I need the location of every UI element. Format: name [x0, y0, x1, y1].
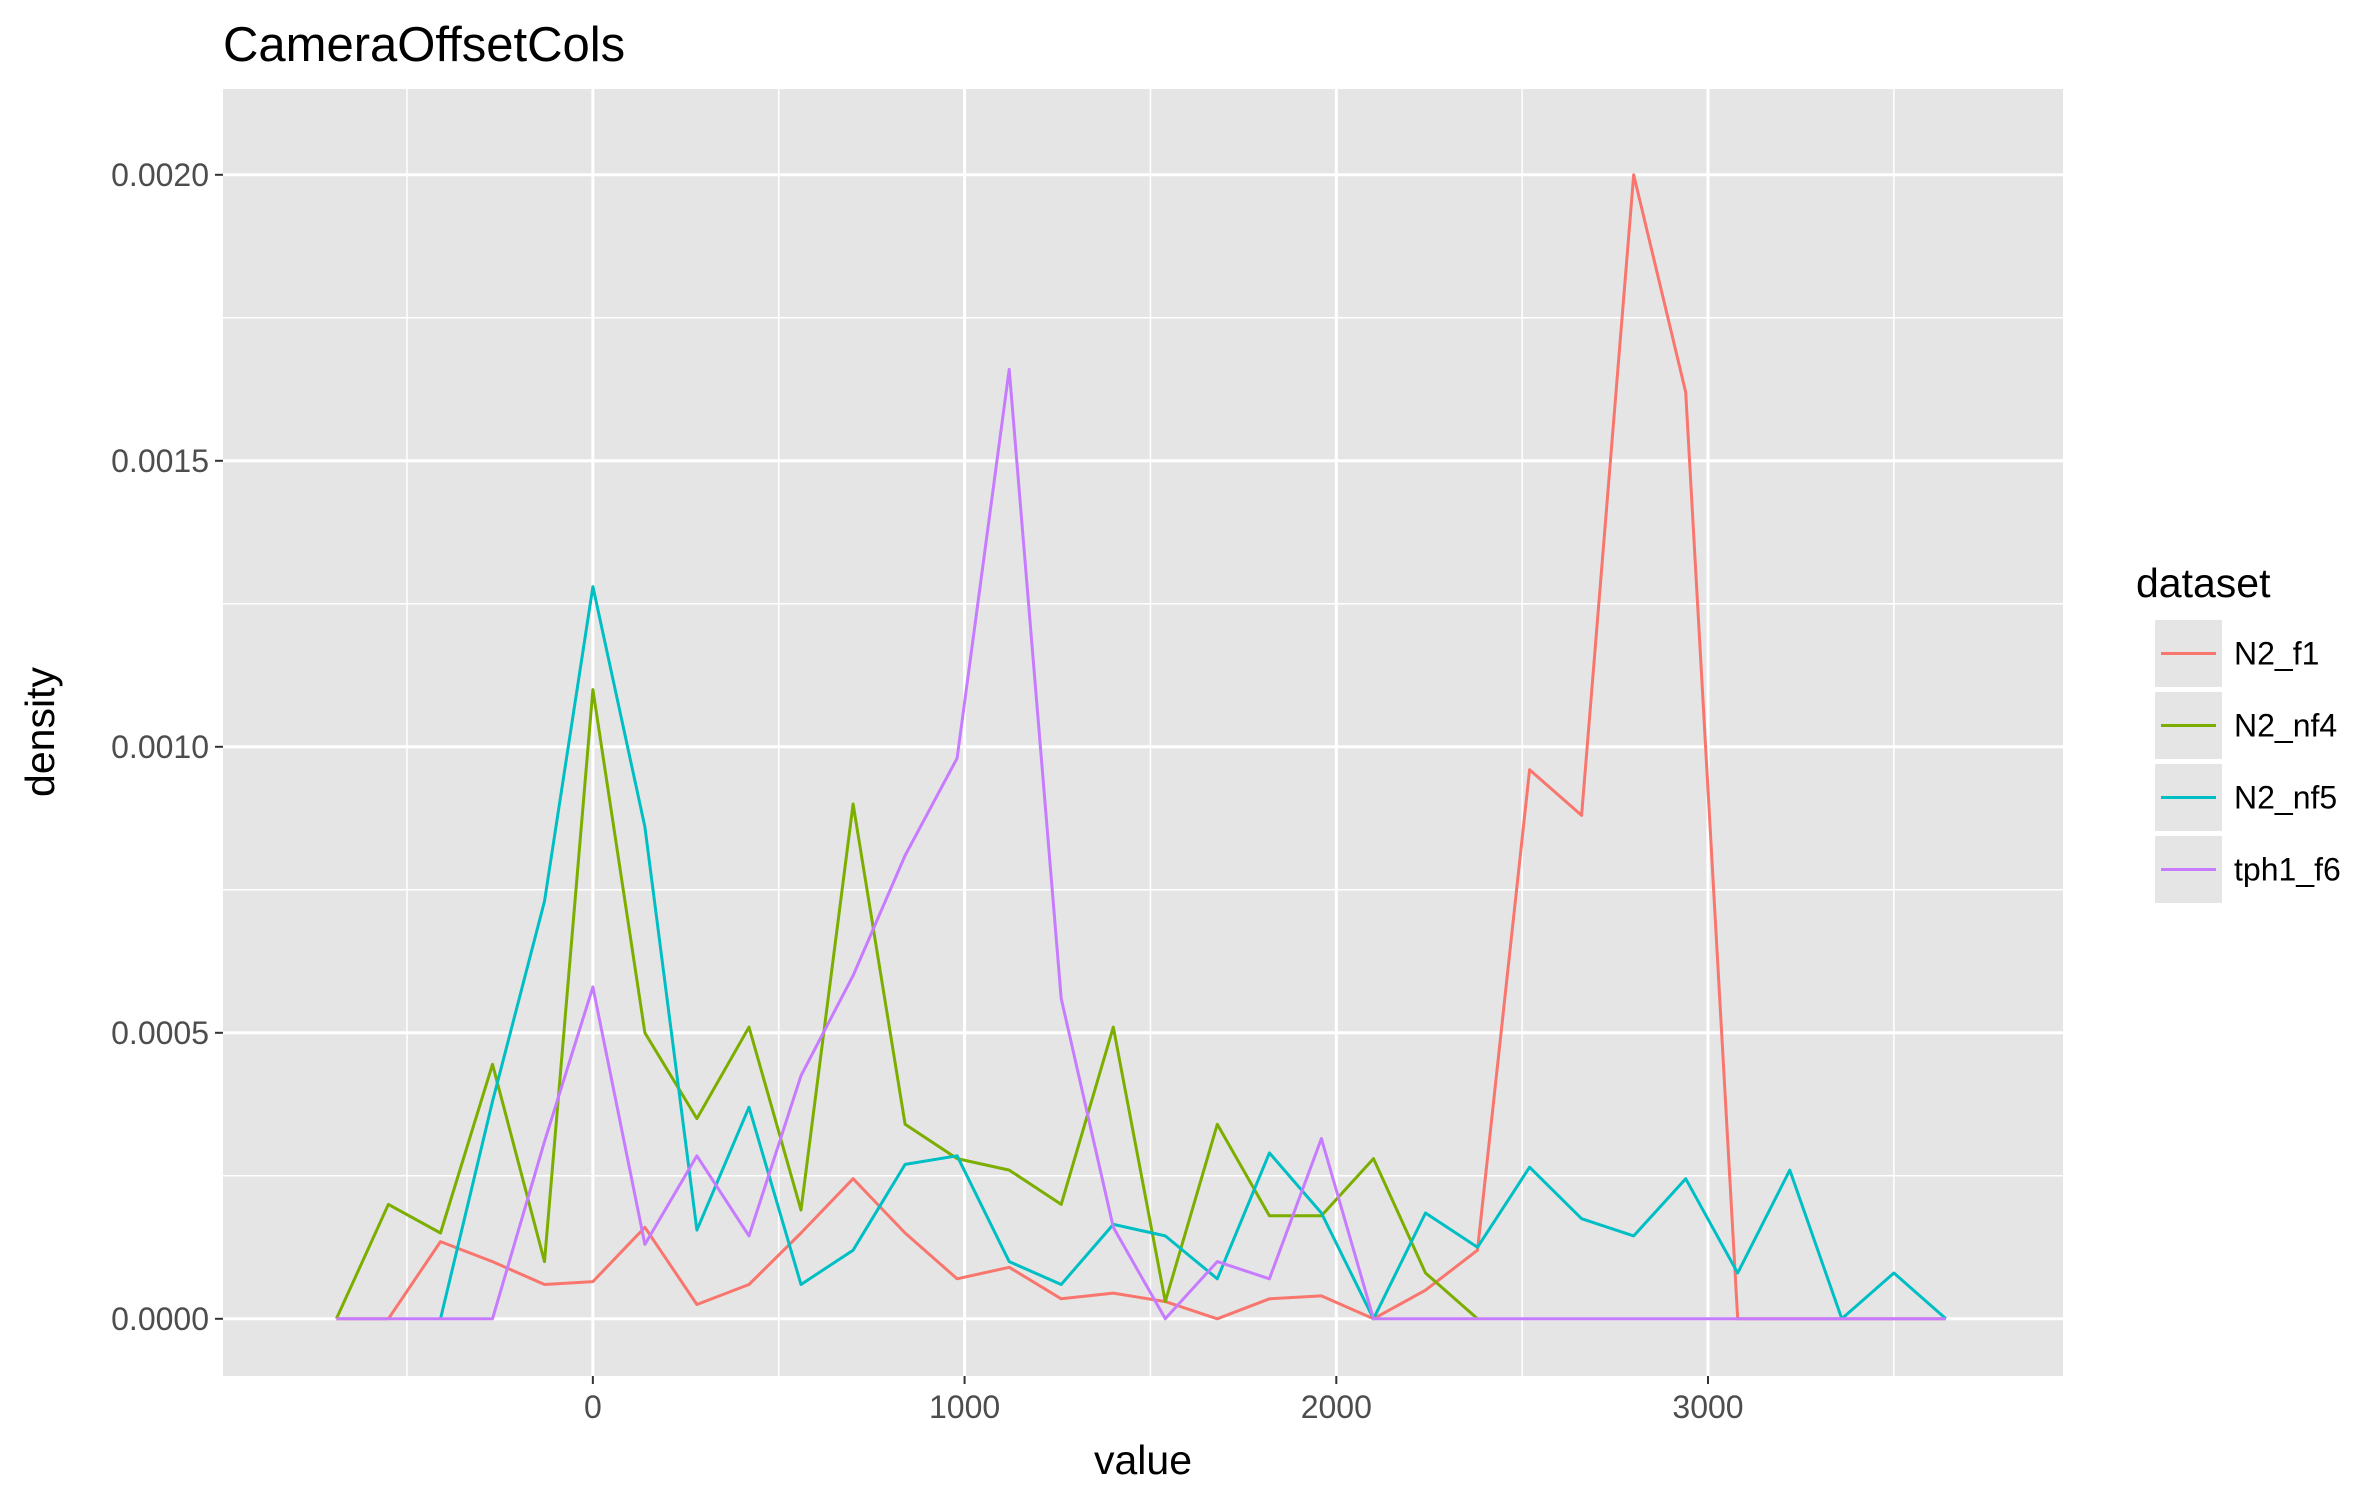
y-axis: 0.0000 0.0005 0.0010 0.0015 0.0020 [111, 157, 223, 1337]
plot-panel [223, 89, 2063, 1376]
y-tick-label: 0.0000 [111, 1301, 209, 1337]
x-tick-label: 1000 [929, 1389, 1000, 1425]
legend-label-n2-nf4: N2_nf4 [2234, 708, 2337, 744]
y-tick-label: 0.0020 [111, 157, 209, 193]
y-tick-label: 0.0015 [111, 443, 209, 479]
series-lines [335, 173, 1947, 1321]
series-line-tph1-f6 [336, 367, 1946, 1321]
series-line-n2-f1 [336, 173, 1946, 1321]
x-tick-label: 2000 [1301, 1389, 1372, 1425]
x-axis: 0 1000 2000 3000 [584, 1376, 1744, 1425]
minor-grid [223, 89, 2063, 1376]
chart-title: CameraOffsetCols [223, 18, 625, 72]
legend-title: dataset [2136, 560, 2271, 606]
y-tick-label: 0.0005 [111, 1015, 209, 1051]
x-tick-label: 3000 [1672, 1389, 1743, 1425]
legend-keys: N2_f1 N2_nf4 N2_nf5 tph1_f6 [2155, 620, 2341, 903]
y-tick-label: 0.0010 [111, 729, 209, 765]
x-axis-title: value [1094, 1437, 1192, 1483]
legend-label-tph1-f6: tph1_f6 [2234, 852, 2341, 888]
y-axis-title: density [17, 667, 63, 797]
legend-label-n2-nf5: N2_nf5 [2234, 780, 2337, 816]
x-tick-label: 0 [584, 1389, 602, 1425]
series-line-n2-nf5 [439, 585, 1947, 1321]
major-grid [223, 89, 2063, 1376]
legend: dataset N2_f1 N2_nf4 N2_nf5 tph1_f6 [2136, 560, 2341, 903]
legend-label-n2-f1: N2_f1 [2234, 636, 2319, 672]
